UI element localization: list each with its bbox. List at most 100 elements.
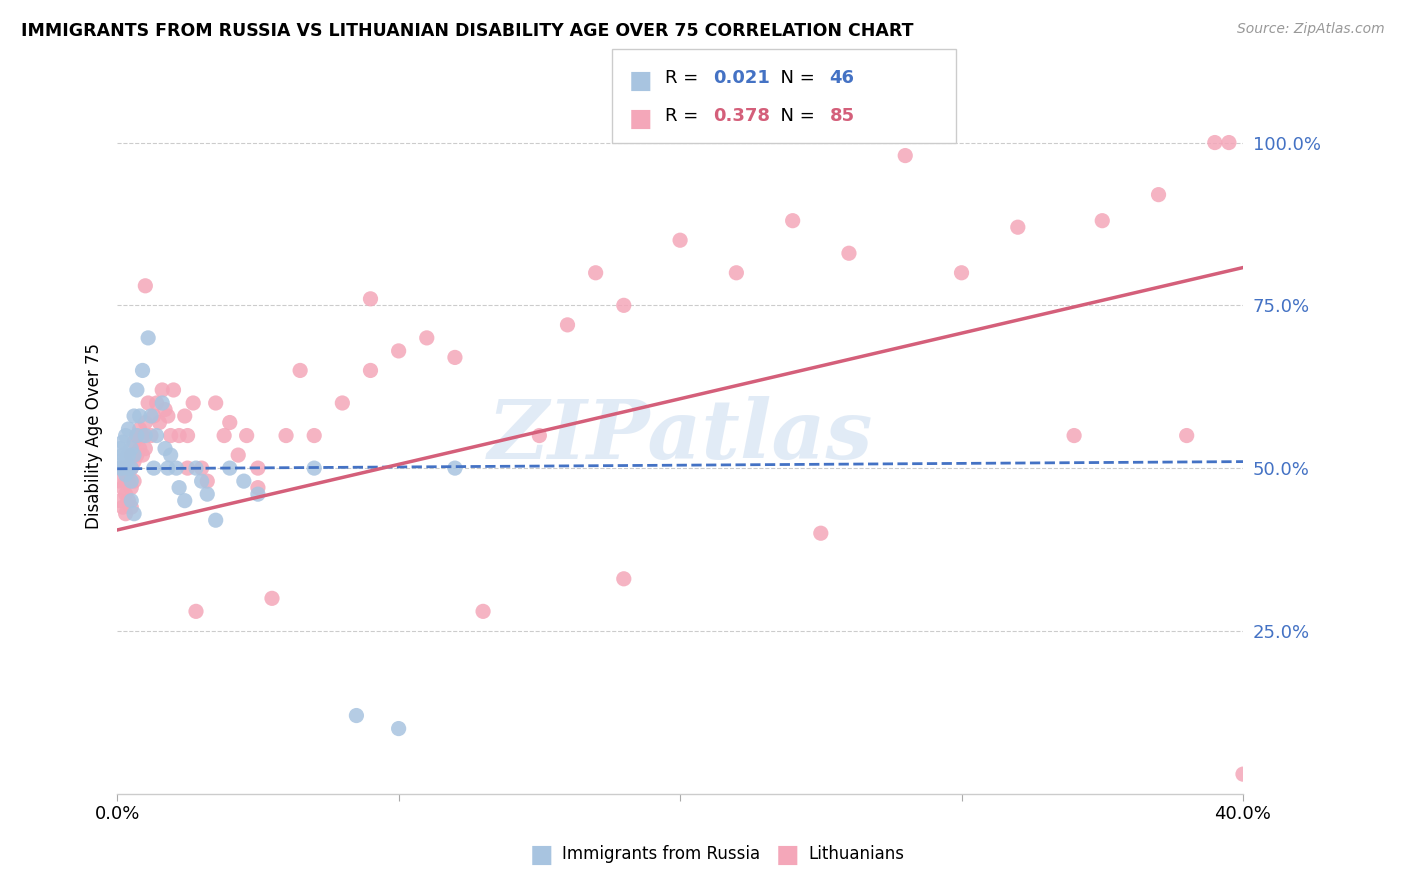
Point [145,396,167,410]
Point [1232,767,1254,781]
Point [1091,213,1114,227]
Point [388,343,411,358]
Point [232,474,254,488]
Point [173,409,195,423]
Text: N =: N = [769,107,821,125]
Point [114,428,136,442]
Point [111,481,134,495]
Point [156,461,179,475]
Point [204,396,226,410]
Point [218,416,240,430]
Point [134,428,156,442]
Point [360,363,382,377]
Point [167,428,190,442]
Point [139,409,162,423]
Point [416,331,439,345]
Point [125,428,148,442]
Point [246,481,269,495]
Point [235,428,257,442]
Point [894,148,917,162]
Point [125,448,148,462]
Point [444,351,467,365]
Point [153,442,176,456]
Point [444,461,467,475]
Point [122,448,145,462]
Point [302,461,325,475]
Point [613,572,636,586]
Text: 0.378: 0.378 [713,107,770,125]
Point [122,409,145,423]
Point [108,461,131,475]
Point [108,461,131,475]
Point [134,416,156,430]
Text: ■: ■ [628,107,652,131]
Point [360,292,382,306]
Point [122,507,145,521]
Point [165,461,187,475]
Point [190,461,212,475]
Point [246,487,269,501]
Text: ZIPatlas: ZIPatlas [488,395,873,475]
Point [195,487,218,501]
Point [120,500,142,515]
Point [120,442,142,456]
Point [114,507,136,521]
Point [120,474,142,488]
Point [128,409,150,423]
Point [159,448,181,462]
Point [148,416,170,430]
Point [218,461,240,475]
Point [120,461,142,475]
Point [125,428,148,442]
Point [114,461,136,475]
Point [302,428,325,442]
Text: 0.021: 0.021 [713,69,769,87]
Text: ■: ■ [628,69,652,93]
Point [195,474,218,488]
Point [1063,428,1085,442]
Point [142,461,165,475]
Text: R =: R = [665,107,704,125]
Point [1175,428,1198,442]
Point [128,422,150,436]
Text: ■: ■ [530,843,553,867]
Point [204,513,226,527]
Point [122,474,145,488]
Point [260,591,283,606]
Point [288,363,311,377]
Point [1204,136,1226,150]
Point [125,383,148,397]
Point [226,448,249,462]
Point [274,428,297,442]
Point [153,402,176,417]
Point [120,461,142,475]
Point [388,722,411,736]
Y-axis label: Disability Age Over 75: Disability Age Over 75 [86,343,103,529]
Point [246,461,269,475]
Text: Source: ZipAtlas.com: Source: ZipAtlas.com [1237,22,1385,37]
Text: IMMIGRANTS FROM RUSSIA VS LITHUANIAN DISABILITY AGE OVER 75 CORRELATION CHART: IMMIGRANTS FROM RUSSIA VS LITHUANIAN DIS… [21,22,914,40]
Point [111,435,134,450]
Point [159,428,181,442]
Point [344,708,367,723]
Point [122,454,145,468]
Text: ■: ■ [776,843,799,867]
Point [145,428,167,442]
Point [472,604,495,618]
Point [176,428,198,442]
Text: Immigrants from Russia: Immigrants from Russia [562,846,761,863]
Point [1147,187,1170,202]
Point [613,298,636,312]
Text: R =: R = [665,69,704,87]
Point [150,383,173,397]
Point [167,481,190,495]
Point [184,461,207,475]
Point [117,448,139,462]
Point [838,246,860,260]
Point [131,363,153,377]
Point [128,442,150,456]
Point [114,487,136,501]
Point [139,428,162,442]
Point [117,461,139,475]
Point [669,233,692,247]
